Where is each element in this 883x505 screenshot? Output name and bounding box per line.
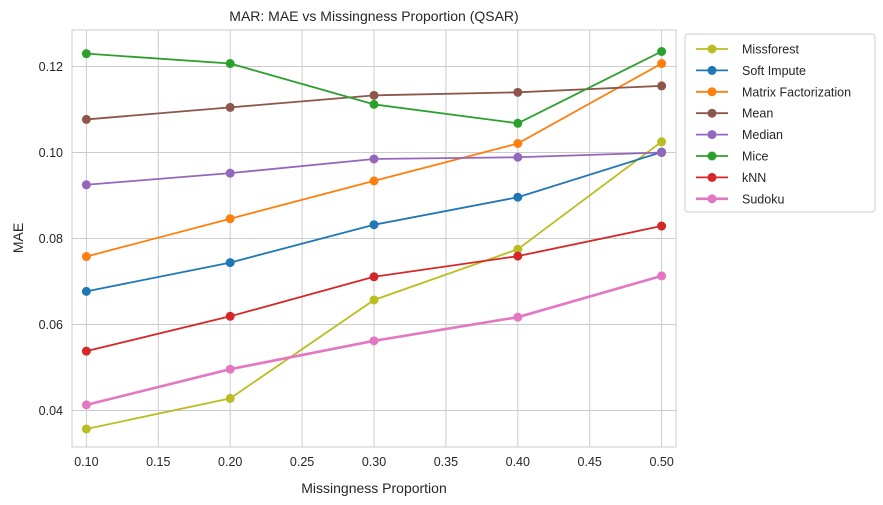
x-tick-label: 0.20 (218, 455, 242, 469)
y-tick-label: 0.12 (39, 60, 63, 74)
data-point (369, 272, 379, 282)
x-tick-label: 0.15 (146, 455, 170, 469)
legend-item: Soft Impute (696, 64, 806, 78)
plot-frame (71, 29, 677, 448)
data-point (513, 87, 523, 97)
data-point (657, 271, 667, 281)
x-tick-label: 0.50 (649, 455, 673, 469)
data-point (513, 312, 523, 322)
legend-item: kNN (696, 171, 766, 185)
grid (72, 30, 676, 447)
y-tick-label: 0.04 (39, 404, 63, 418)
data-point (369, 176, 379, 186)
legend-swatch-marker (707, 172, 717, 182)
data-point (513, 192, 523, 202)
series-missforest (81, 137, 667, 434)
y-axis-label: MAE (10, 223, 26, 253)
data-point (657, 137, 667, 147)
data-point (225, 258, 235, 268)
legend-swatch-marker (707, 130, 717, 140)
legend-item: Sudoku (696, 192, 784, 206)
data-point (225, 214, 235, 224)
data-point (81, 252, 91, 262)
y-tick-label: 0.10 (39, 146, 63, 160)
data-point (513, 152, 523, 162)
data-point (225, 168, 235, 178)
x-axis-ticks: 0.10 0.15 0.20 0.25 0.30 0.35 0.40 0.45 0.50 (74, 455, 674, 469)
data-point (81, 346, 91, 356)
legend-item: Mean (696, 107, 773, 121)
legend-item: Matrix Factorization (696, 85, 851, 99)
data-point (369, 295, 379, 305)
data-point (657, 221, 667, 231)
data-point (369, 90, 379, 100)
x-tick-label: 0.40 (506, 455, 530, 469)
legend-swatch-marker (707, 194, 717, 204)
y-axis-ticks: 0.04 0.06 0.08 0.10 0.12 (39, 60, 63, 418)
series-mice (81, 46, 667, 128)
series-matrix-factorization (81, 59, 667, 262)
legend-swatch-marker (707, 151, 717, 161)
data-point (81, 286, 91, 296)
legend-swatch-marker (707, 65, 717, 75)
data-point (81, 400, 91, 410)
data-point (81, 49, 91, 59)
legend-item: Missforest (696, 43, 799, 57)
legend-swatch-marker (707, 44, 717, 54)
legend-item: Mice (696, 150, 768, 164)
legend-label: Matrix Factorization (742, 85, 851, 99)
data-point (657, 81, 667, 91)
legend-swatch-marker (707, 87, 717, 97)
data-point (225, 311, 235, 321)
data-point (369, 154, 379, 164)
legend-label: Median (742, 128, 783, 142)
data-point (657, 148, 667, 158)
x-tick-label: 0.45 (578, 455, 602, 469)
data-point (657, 59, 667, 69)
data-point (513, 118, 523, 128)
data-point (657, 46, 667, 56)
legend-label: kNN (742, 171, 766, 185)
legend-label: Missforest (742, 43, 799, 57)
legend-label: Mean (742, 107, 773, 121)
series-knn (81, 221, 667, 356)
x-axis-label: Missingness Proportion (301, 480, 447, 496)
data-point (369, 99, 379, 109)
legend-swatch-marker (707, 108, 717, 118)
data-point (225, 364, 235, 374)
x-tick-label: 0.10 (74, 455, 98, 469)
data-point (81, 180, 91, 190)
legend-label: Soft Impute (742, 64, 806, 78)
data-point (225, 59, 235, 69)
data-point (225, 102, 235, 112)
series-sudoku (81, 271, 667, 410)
y-tick-label: 0.06 (39, 318, 63, 332)
data-point (369, 220, 379, 230)
data-point (81, 424, 91, 434)
series-mean (81, 81, 667, 124)
x-tick-label: 0.25 (290, 455, 314, 469)
series-lines (81, 46, 667, 434)
data-point (513, 244, 523, 254)
legend-item: Median (696, 128, 783, 142)
y-tick-label: 0.08 (39, 232, 63, 246)
x-tick-label: 0.30 (362, 455, 386, 469)
legend: Missforest Soft Impute Matrix Factorizatio… (684, 33, 876, 213)
legend-frame (684, 33, 876, 213)
series-median (81, 148, 667, 190)
legend-label: Sudoku (742, 192, 784, 206)
legend-label: Mice (742, 150, 768, 164)
x-tick-label: 0.35 (434, 455, 458, 469)
data-point (513, 138, 523, 148)
data-point (513, 251, 523, 261)
data-point (369, 336, 379, 346)
data-point (81, 114, 91, 124)
chart-title: MAR: MAE vs Missingness Proportion (QSAR… (229, 8, 518, 24)
data-point (225, 393, 235, 403)
